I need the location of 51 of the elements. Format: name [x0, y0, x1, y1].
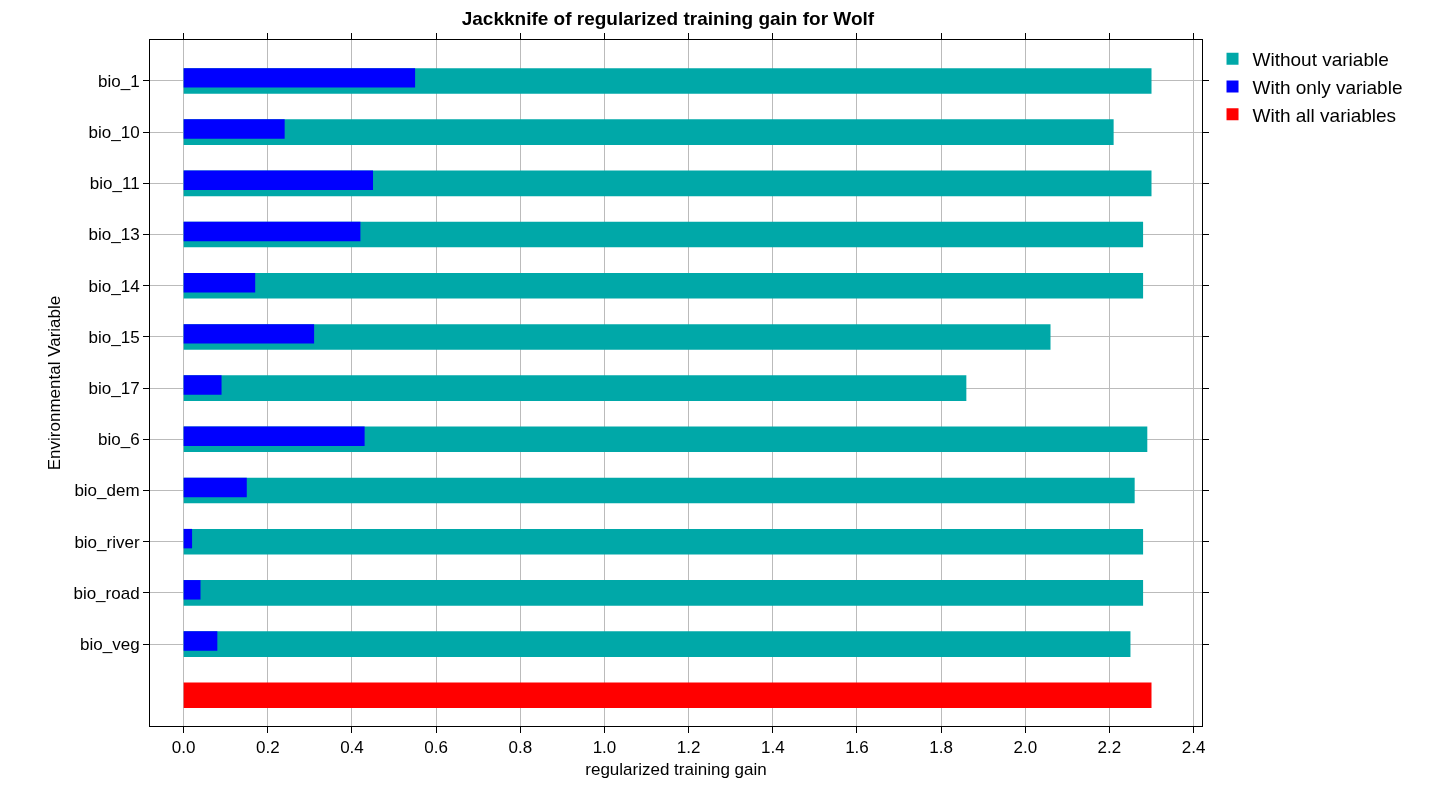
x-tick-label: 0.6 [424, 738, 448, 758]
x-tick-label: 0.0 [171, 738, 196, 758]
bar [183, 477, 247, 498]
bar [183, 580, 1144, 606]
x-tick-label: 1.2 [676, 738, 701, 758]
x-tick-label: 0.2 [256, 738, 280, 758]
bar [183, 119, 285, 139]
x-tick-label: 2.2 [1097, 738, 1122, 758]
x-tick-label: 2.4 [1181, 738, 1206, 758]
bar [183, 477, 1135, 504]
legend-label: With only variable [1252, 76, 1403, 98]
legend-label: Without variable [1252, 49, 1389, 71]
bar [183, 68, 416, 88]
x-axis-title: regularized training gain [585, 759, 767, 779]
y-axis-title: Environmental Variable [44, 295, 64, 471]
x-tick-label: 0.8 [508, 738, 533, 758]
bar [183, 375, 967, 401]
y-tick-label: bio_10 [88, 123, 140, 143]
y-tick-label: bio_6 [97, 430, 140, 450]
y-tick-label: bio_road [73, 583, 140, 603]
x-tick-label: 0.4 [340, 738, 364, 758]
x-tick-label: 1.6 [845, 738, 869, 758]
y-tick-label: bio_river [74, 532, 140, 552]
bar [183, 324, 315, 344]
y-tick-label: bio_14 [88, 276, 140, 296]
bar [183, 170, 374, 190]
bar [183, 631, 1131, 657]
bar [183, 272, 256, 293]
bar [183, 375, 222, 395]
bar [183, 272, 1144, 299]
y-tick-label: bio_dem [74, 481, 140, 501]
x-tick-label: 1.8 [929, 738, 953, 758]
bar [183, 580, 201, 600]
bar [183, 221, 361, 242]
bar [183, 528, 1144, 555]
y-tick-label: bio_17 [88, 379, 140, 399]
x-tick-label: 1.4 [760, 738, 785, 758]
x-tick-label: 2.0 [1013, 738, 1038, 758]
bar [183, 119, 1114, 145]
y-tick-label: bio_11 [89, 174, 140, 194]
bar [183, 631, 218, 651]
y-tick-label: bio_1 [97, 71, 140, 91]
y-tick-label: bio_15 [88, 327, 140, 347]
y-tick-label: bio_13 [88, 225, 140, 245]
y-tick-label: bio_veg [80, 635, 140, 655]
legend-label: With all variables [1252, 104, 1397, 126]
bar [183, 682, 1152, 709]
bar [183, 528, 193, 549]
bar [183, 426, 365, 446]
x-tick-label: 1.0 [592, 738, 617, 758]
chart-title: Jackknife of regularized training gain for Wolf [461, 8, 875, 30]
